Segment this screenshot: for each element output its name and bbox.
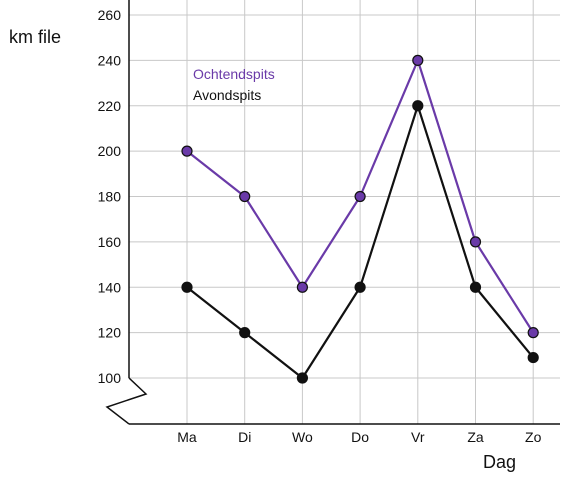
y-tick-label: 220	[98, 98, 122, 114]
data-point-avondspits	[527, 351, 539, 364]
y-tick-label: 180	[98, 189, 122, 205]
x-tick-label: Zo	[525, 429, 542, 445]
y-tick-label: 200	[98, 143, 122, 159]
data-point-avondspits	[412, 100, 424, 112]
x-tick-label: Vr	[411, 429, 425, 445]
data-point-ochtendspits	[239, 190, 251, 203]
x-tick-label: Di	[238, 429, 251, 445]
data-point-avondspits	[296, 372, 308, 384]
y-tick-label: 160	[98, 234, 122, 250]
x-tick-label: Do	[351, 429, 369, 445]
data-point-ochtendspits	[527, 327, 539, 339]
y-tick-label: 140	[98, 279, 122, 295]
data-point-ochtendspits	[412, 54, 424, 66]
y-tick-label: 100	[98, 370, 122, 386]
legend-label-ochtendspits: Ochtendspits	[193, 66, 275, 82]
y-axis-title: km file	[9, 27, 61, 47]
data-point-ochtendspits	[469, 236, 482, 248]
data-point-ochtendspits	[181, 145, 193, 157]
y-axis-break-icon	[105, 377, 148, 425]
x-tick-label: Ma	[177, 429, 197, 445]
x-tick-label: Za	[467, 429, 484, 445]
data-point-avondspits	[354, 281, 366, 293]
x-axis-title: Dag	[483, 452, 516, 472]
data-point-ochtendspits	[296, 281, 308, 293]
legend: Ochtendspits Avondspits	[193, 66, 275, 103]
data-point-avondspits	[181, 281, 193, 293]
grid-lines	[129, 0, 560, 424]
series-layer	[181, 54, 539, 384]
data-point-avondspits	[239, 327, 251, 339]
y-tick-labels: 100 120 140 160 180 200 220 240 260	[98, 7, 122, 386]
x-tick-label: Wo	[292, 429, 313, 445]
data-point-avondspits	[469, 281, 482, 293]
y-tick-label: 260	[98, 7, 122, 23]
axes	[105, 0, 560, 425]
y-tick-label: 240	[98, 52, 122, 68]
y-tick-label: 120	[98, 325, 122, 341]
legend-label-avondspits: Avondspits	[193, 87, 261, 103]
x-tick-labels: Ma Di Wo Do Vr Za Zo	[177, 429, 541, 445]
data-point-ochtendspits	[354, 190, 366, 203]
